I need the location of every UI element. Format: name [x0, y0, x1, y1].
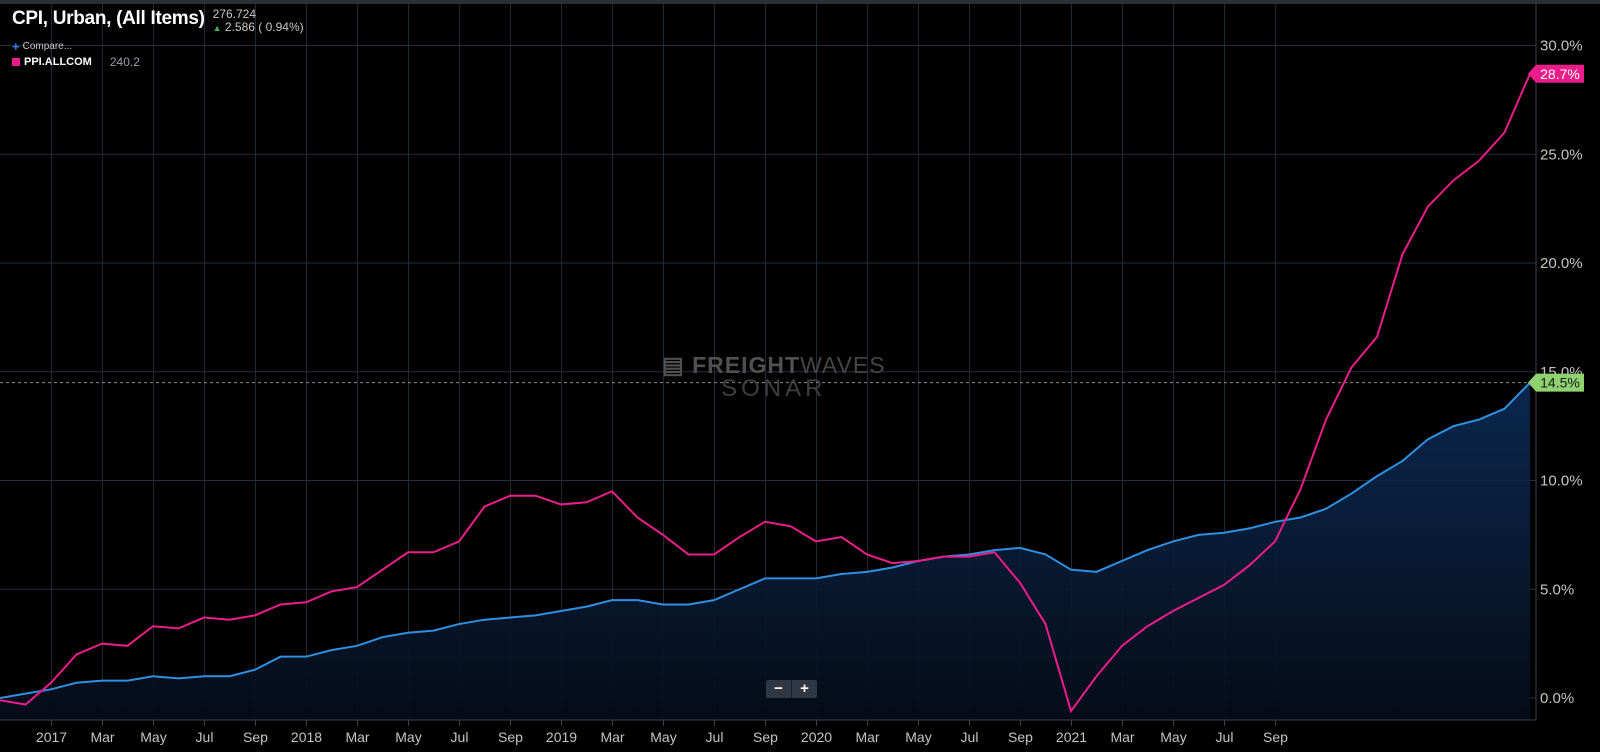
compare-button[interactable]: + Compare... [12, 39, 304, 54]
cpi-end-badge: 14.5% [1528, 373, 1584, 392]
x-tick-label: May [395, 729, 421, 745]
cpi-line [0, 381, 1531, 699]
top-bar [0, 0, 1600, 4]
x-tick-label: 2021 [1056, 729, 1087, 745]
y-tick-label: 5.0% [1540, 581, 1574, 598]
up-arrow-icon: ▲ [212, 23, 222, 33]
last-value: 276.724 [212, 7, 257, 21]
x-tick-label: 2017 [36, 729, 67, 745]
x-tick-label: 2018 [291, 729, 322, 745]
x-tick-label: Sep [753, 729, 778, 745]
ppi-swatch [12, 58, 20, 66]
y-tick-label: 10.0% [1540, 473, 1583, 490]
zoom-controls: − + [766, 680, 817, 698]
x-tick-label: Jul [706, 729, 724, 745]
x-tick-label: Jul [961, 729, 979, 745]
x-tick-label: Sep [1263, 729, 1288, 745]
x-tick-label: Mar [855, 729, 879, 745]
x-tick-label: May [650, 729, 676, 745]
x-tick-label: Jul [451, 729, 469, 745]
compare-label: Compare... [22, 41, 73, 52]
x-tick-label: Sep [498, 729, 523, 745]
x-tick-label: 2020 [801, 729, 832, 745]
end-badges: 28.7% 14.5% [1528, 64, 1584, 392]
x-tick-label: Mar [90, 729, 114, 745]
x-tick-label: 2019 [546, 729, 577, 745]
ppi-name: PPI.ALLCOM [24, 56, 92, 68]
x-tick-label: Mar [600, 729, 624, 745]
change-text: 2.586 ( 0.94%) [224, 20, 304, 34]
ppi-end-badge: 28.7% [1528, 64, 1584, 83]
series-layer [0, 73, 1531, 720]
y-tick-label: 30.0% [1540, 38, 1583, 55]
plus-icon: + [12, 39, 20, 54]
x-tick-label: Mar [345, 729, 369, 745]
cpi-area [0, 382, 1530, 720]
chart-title: CPI, Urban, (All Items) [12, 8, 205, 29]
x-tick-label: May [140, 729, 166, 745]
x-tick-label: Sep [243, 729, 268, 745]
grid-lines [0, 4, 1536, 720]
axes-layer: 0.0%5.0%10.0%15.0%20.0%25.0%30.0%2017 Mar… [0, 4, 1583, 745]
cpi-end-badge-shape [1528, 373, 1584, 392]
y-tick-label: 0.0% [1540, 690, 1574, 707]
ppi-value: 240.2 [109, 55, 140, 69]
zoom-divider [791, 680, 792, 698]
x-tick-label: Jul [196, 729, 214, 745]
x-tick-label: Mar [1110, 729, 1134, 745]
ppi-end-badge-text: 28.7% [1540, 66, 1580, 82]
x-tick-label: May [905, 729, 931, 745]
legend-series-ppi[interactable]: PPI.ALLCOM 240.2 [12, 55, 304, 69]
ppi-end-badge-shape [1528, 64, 1584, 83]
chart-legend: CPI, Urban, (All Items) 276.724 ▲ 2.586 … [12, 8, 304, 69]
x-tick-label: May [1160, 729, 1186, 745]
zoom-in-button[interactable]: + [800, 680, 809, 697]
x-tick-label: Sep [1008, 729, 1033, 745]
ppi-line [0, 73, 1531, 714]
zoom-out-button[interactable]: − [774, 680, 783, 697]
change-value: ▲ 2.586 ( 0.94%) [213, 21, 304, 35]
cpi-end-badge-text: 14.5% [1540, 375, 1580, 391]
y-tick-label: 20.0% [1540, 255, 1583, 272]
y-tick-label: 25.0% [1540, 146, 1583, 163]
x-tick-label: Jul [1216, 729, 1234, 745]
